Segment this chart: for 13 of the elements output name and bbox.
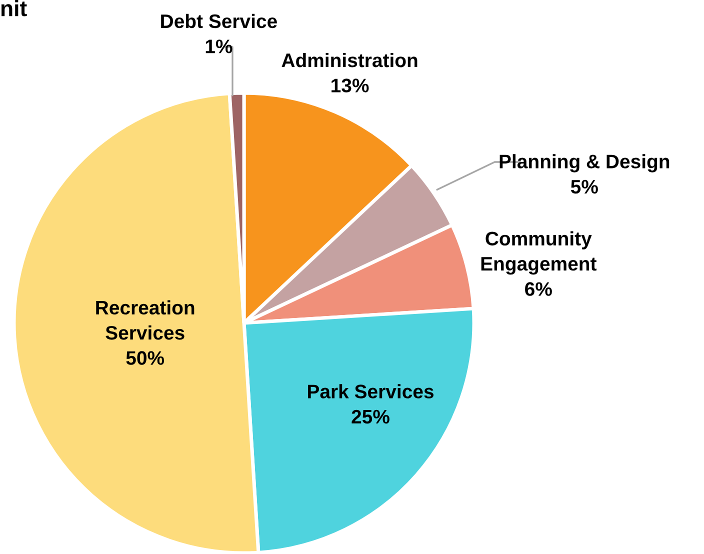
slice-label: Community Engagement — [481, 231, 597, 275]
chart-title: nit — [1, 0, 27, 16]
data-label: 1% — [206, 40, 232, 54]
slice-label: Administration — [282, 52, 418, 68]
data-label: 50% — [126, 351, 164, 365]
slice-label: Recreation Services — [96, 300, 194, 340]
slice-label: Planning & Design — [500, 154, 670, 172]
data-label: 5% — [570, 180, 598, 194]
slice-label: Park Services — [308, 384, 434, 398]
slice-label: Debt Service — [161, 14, 277, 28]
data-label: 6% — [525, 282, 552, 296]
data-label: 13% — [332, 78, 369, 92]
data-label: 25% — [352, 410, 390, 424]
